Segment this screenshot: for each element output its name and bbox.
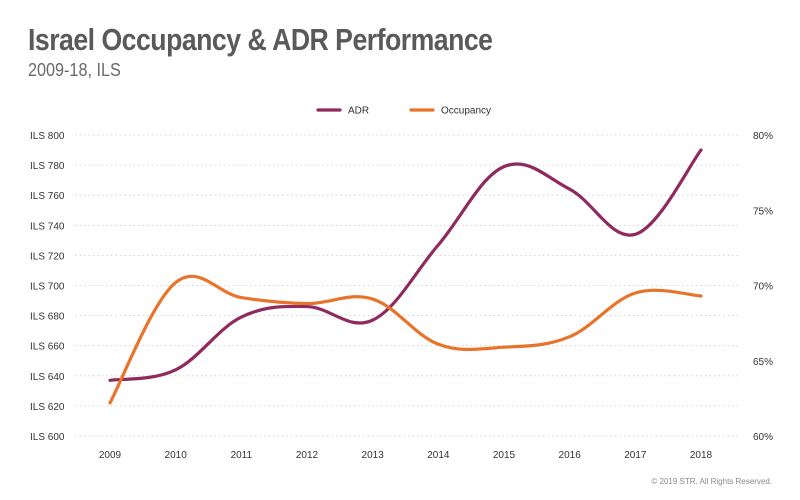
series-line-occupancy: [108, 274, 703, 405]
y-left-tick-label: ILS 600: [30, 432, 65, 443]
chart-subtitle: 2009-18, ILS: [28, 60, 121, 80]
legend: ADR Occupancy: [316, 106, 491, 117]
y-left-tick-label: ILS 660: [30, 342, 65, 353]
right-axis-labels: 80% 75% 70% 65% 60%: [753, 131, 773, 443]
series-lines: [108, 148, 703, 405]
series-line-adr: [108, 148, 703, 382]
x-axis-labels: 2009 2010 2011 2012 2013 2014 2015 2016 2017 2018: [99, 450, 713, 461]
x-tick-label: 2017: [624, 450, 647, 461]
y-right-tick-label: 75%: [753, 206, 773, 217]
x-tick-label: 2012: [296, 450, 319, 461]
gridlines: [75, 134, 740, 437]
y-right-tick-label: 70%: [753, 282, 773, 293]
x-tick-label: 2011: [231, 450, 253, 461]
y-right-tick-label: 65%: [753, 357, 773, 368]
y-left-tick-label: ILS 740: [30, 221, 65, 232]
x-tick-label: 2014: [427, 450, 450, 461]
y-left-tick-label: ILS 720: [30, 251, 65, 262]
x-tick-label: 2016: [559, 450, 582, 461]
y-left-tick-label: ILS 760: [30, 191, 65, 202]
y-left-tick-label: ILS 640: [30, 372, 65, 383]
y-left-tick-label: ILS 700: [30, 282, 65, 293]
x-tick-label: 2010: [165, 450, 188, 461]
y-left-tick-label: ILS 620: [30, 402, 65, 413]
y-left-tick-label: ILS 680: [30, 312, 65, 323]
legend-label-occupancy: Occupancy: [441, 106, 491, 117]
y-left-tick-label: ILS 780: [30, 161, 65, 172]
left-axis-labels: ILS 800 ILS 780 ILS 760 ILS 740 ILS 720 ILS 7…: [30, 131, 65, 443]
copyright-notice: © 2019 STR. All Rights Reserved.: [651, 477, 772, 486]
x-tick-label: 2013: [362, 450, 385, 461]
y-right-tick-label: 80%: [753, 131, 773, 142]
chart-title: Israel Occupancy & ADR Performance: [28, 22, 493, 57]
legend-label-adr: ADR: [348, 106, 369, 117]
x-tick-label: 2018: [690, 450, 713, 461]
x-tick-label: 2015: [493, 450, 516, 461]
y-right-tick-label: 60%: [753, 432, 773, 443]
x-tick-label: 2009: [99, 450, 122, 461]
y-left-tick-label: ILS 800: [30, 131, 65, 142]
